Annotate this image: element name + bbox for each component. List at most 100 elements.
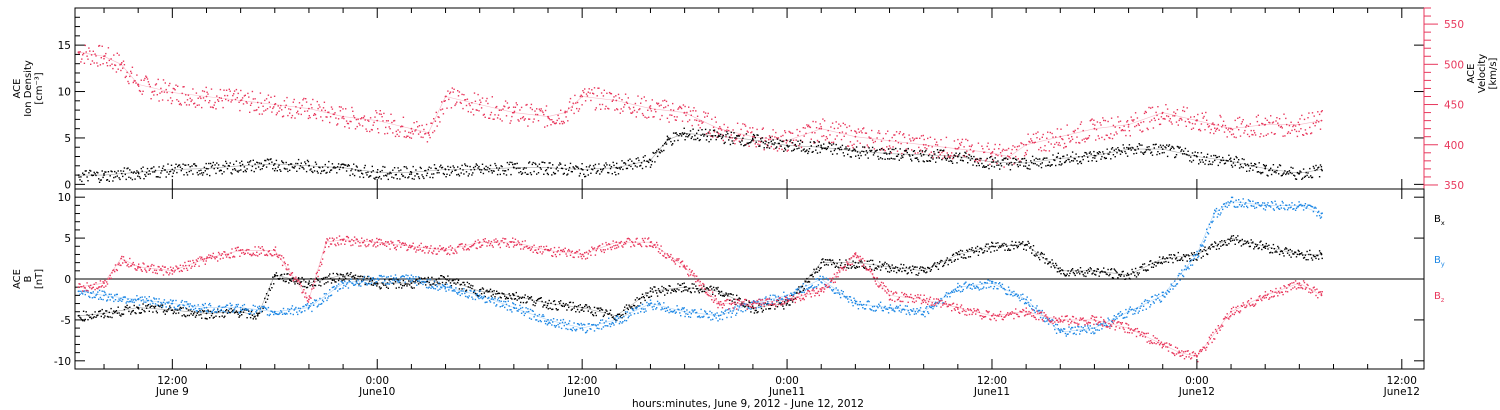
bz-series-point: [325, 241, 327, 244]
bz-series-point: [1264, 294, 1267, 297]
bz-series-point: [77, 286, 80, 289]
x-tick-time: 12:00: [157, 375, 187, 387]
ion-density-series-point: [717, 135, 720, 138]
by-series-point: [922, 310, 925, 313]
y-label-line: ACE: [12, 269, 23, 289]
by-series-point: [615, 319, 618, 321]
bx-series-point: [376, 282, 379, 284]
y-tick-label: 10: [58, 192, 71, 204]
ion-density-series-point: [1196, 155, 1198, 158]
ion-density-series-point: [649, 159, 652, 162]
velocity-series-point: [717, 127, 720, 130]
bz-series-point: [1025, 310, 1027, 313]
bx-series: [78, 235, 1323, 322]
y-label-line: [km/s]: [1488, 57, 1499, 89]
by-series-point: [683, 310, 686, 313]
y-tick-label: -5: [61, 315, 71, 327]
y2-tick-label: 450: [1444, 100, 1464, 112]
y-label-line: [cm⁻³]: [34, 72, 45, 104]
velocity-series-point: [342, 115, 344, 118]
velocity-series-point: [410, 127, 413, 130]
ion-density-series-point: [922, 153, 925, 156]
ion-density-series-point: [1059, 157, 1062, 160]
bz-series-point: [342, 238, 344, 241]
by-series-point: [410, 278, 413, 280]
bz-series-point: [649, 241, 652, 244]
velocity-series-point: [991, 151, 993, 154]
bx-series-point: [1025, 243, 1027, 246]
bz-series-point: [1230, 310, 1232, 313]
bz-series-point: [137, 265, 140, 268]
velocity-series-point: [564, 111, 566, 114]
velocity-series-point: [273, 103, 276, 106]
x-tick-time: 12:00: [977, 375, 1007, 387]
bz-series-point: [1320, 294, 1323, 297]
velocity-series-point: [1025, 143, 1027, 146]
y-label-line: ACE: [1466, 64, 1477, 84]
ion-density-series-point: [171, 168, 174, 171]
by-series-point: [308, 306, 310, 309]
bz-series-point: [991, 314, 993, 317]
by-series-point: [547, 319, 549, 321]
ion-density-series-point: [820, 146, 823, 149]
y-label-line: B: [23, 275, 34, 282]
by-series-point: [581, 327, 584, 329]
velocity-series-point: [820, 127, 823, 130]
by-series-point: [1320, 212, 1323, 215]
bx-series-point: [820, 261, 823, 264]
bz-series-point: [513, 241, 515, 244]
ion-density-series-point: [581, 168, 584, 171]
by-series-point: [1059, 331, 1062, 334]
top-right-axis-label: ACE Velocity [km/s]: [1466, 54, 1499, 93]
ion-density-series-point: [410, 171, 413, 174]
bx-series-point: [649, 290, 652, 293]
bz-series: [78, 235, 1323, 363]
velocity-series-point: [444, 95, 447, 98]
bx-series-point: [239, 310, 242, 313]
velocity-series-point: [956, 147, 959, 150]
velocity-series-point: [1127, 123, 1130, 126]
velocity-series-point: [1196, 119, 1198, 122]
by-series-point: [1025, 298, 1027, 301]
bz-series-point: [581, 253, 584, 256]
y-label-line: ACE: [12, 79, 23, 99]
ion-density-series-point: [1298, 172, 1301, 175]
by-series-point: [888, 306, 891, 309]
bz-series-point: [205, 257, 208, 260]
velocity-series-point: [478, 103, 481, 106]
bx-series-point: [273, 274, 276, 276]
bz-series-point: [239, 249, 242, 252]
velocity-series-point: [1059, 135, 1062, 138]
x-axis-title: hours:minutes, June 9, 2012 - June 12, 2…: [632, 398, 864, 410]
y-tick-label: 5: [64, 133, 71, 145]
by-series-point: [77, 290, 80, 293]
bz-series-point: [820, 290, 823, 293]
bx-series-point: [888, 265, 891, 268]
velocity-series-point: [581, 95, 584, 98]
by-series-point: [342, 282, 344, 284]
by-series-point: [137, 298, 140, 301]
ion-density-series-point: [888, 152, 891, 155]
x-tick-date: June10: [563, 386, 600, 398]
by-series-point: [1093, 327, 1096, 329]
bz-series-point: [922, 298, 925, 301]
velocity-series-point: [615, 99, 618, 102]
velocity-series-point: [1093, 127, 1096, 130]
bz-series-point: [1127, 327, 1130, 329]
velocity-series-point: [683, 111, 686, 114]
y-tick-label: -10: [54, 356, 71, 368]
bx-series-trend: [78, 237, 1322, 317]
bx-series-point: [1093, 269, 1096, 272]
velocity-series-point: [1161, 111, 1164, 114]
by-series-point: [649, 302, 652, 305]
bx-series-point: [786, 302, 788, 305]
velocity-series-point: [547, 115, 549, 118]
bx-series-point: [547, 302, 549, 305]
x-tick-time: 0:00: [775, 375, 799, 387]
ion-density-series-point: [77, 174, 80, 177]
y-label-line: [nT]: [34, 269, 45, 289]
bottom-left-axis: -10 -5 0 5 10: [54, 188, 1424, 368]
ion-density-series-point: [666, 138, 669, 141]
